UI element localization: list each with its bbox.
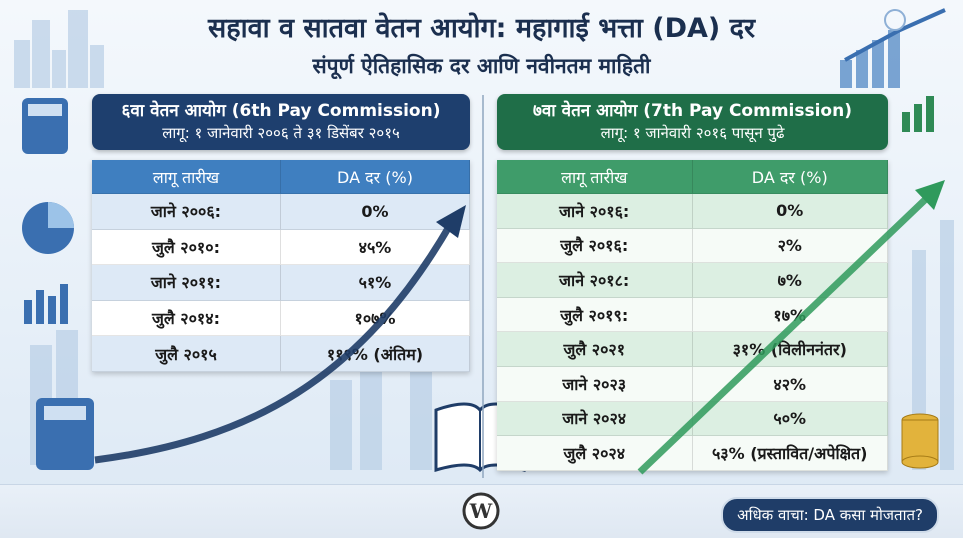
da-table: लागू तारीख DA दर (%) जाने २००६: 0% जुलै २०१०…: [92, 160, 470, 372]
effective-date: जुलै २०१५: [92, 336, 281, 372]
effective-date: जुलै २०१६:: [497, 228, 693, 264]
table-row: जाने २०१८: ७%: [497, 263, 888, 298]
da-rate: १०७%: [281, 300, 470, 337]
effective-date: जाने २०२३: [497, 366, 693, 402]
panel-subtitle: लागू: १ जानेवारी २००६ ते ३१ डिसेंबर २०१५: [162, 124, 400, 142]
effective-date: जुलै २०१४:: [92, 300, 281, 337]
table-header: लागू तारीख DA दर (%): [497, 160, 888, 194]
effective-date: जुलै २०१०:: [92, 229, 281, 266]
effective-date: जुलै २०१९:: [497, 297, 693, 333]
da-rate: ३१% (विलीननंतर): [692, 332, 888, 367]
column-header: लागू तारीख: [497, 160, 693, 194]
panel-title: ७वा वेतन आयोग (7th Pay Commission): [533, 101, 852, 121]
effective-date: जाने २०२४: [497, 401, 693, 437]
effective-date: जाने २०११:: [92, 265, 281, 301]
title: सहावा व सातवा वेतन आयोग: महागाई भत्ता (D…: [208, 13, 755, 44]
da-rate: ७%: [692, 263, 888, 298]
column-header: लागू तारीख: [92, 160, 281, 194]
table-row: जाने २०१६: 0%: [497, 194, 888, 229]
table-row: जुलै २०२१ ३१% (विलीननंतर): [497, 332, 888, 367]
subtitle: संपूर्ण ऐतिहासिक दर आणि नवीनतम माहिती: [312, 54, 651, 78]
da-rate: २%: [692, 228, 888, 264]
table-row: जुलै २०१९: १७%: [497, 297, 888, 333]
effective-date: जुलै २०२१: [497, 332, 693, 367]
da-rate: ११९% (अंतिम): [281, 336, 470, 372]
column-header: DA दर (%): [692, 160, 888, 194]
effective-date: जाने २००६:: [92, 194, 281, 230]
table-header: लागू तारीख DA दर (%): [92, 160, 470, 194]
effective-date: जाने २०१६:: [497, 194, 693, 229]
table-row: जुलै २०१०: ४५%: [92, 229, 470, 266]
da-rate: १७%: [692, 297, 888, 333]
column-header: DA दर (%): [281, 160, 470, 194]
da-rate: 0%: [281, 194, 470, 230]
da-rate: ५१%: [281, 265, 470, 301]
da-rate: ५३% (प्रस्तावित/अपेक्षित): [692, 436, 888, 471]
table-row: जुलै २०२४ ५३% (प्रस्तावित/अपेक्षित): [497, 436, 888, 471]
table-row: जुलै २०१६: २%: [497, 228, 888, 264]
da-rate: 0%: [692, 194, 888, 229]
table-row: जाने २०२४ ५०%: [497, 401, 888, 437]
da-rate: ४५%: [281, 229, 470, 266]
table-row: जाने २०२३ ४२%: [497, 366, 888, 402]
da-rate: ५०%: [692, 401, 888, 437]
svg-text:W: W: [469, 499, 493, 523]
table-row: जाने २००६: 0%: [92, 194, 470, 230]
da-table: लागू तारीख DA दर (%) जाने २०१६: 0% जुलै २०१६…: [497, 160, 888, 471]
table-row: जाने २०११: ५१%: [92, 265, 470, 301]
table-row: जुलै २०१५ ११९% (अंतिम): [92, 336, 470, 372]
panel-header: ७वा वेतन आयोग (7th Pay Commission) लागू: …: [497, 94, 888, 150]
da-rate: ४२%: [692, 366, 888, 402]
effective-date: जाने २०१८:: [497, 263, 693, 298]
panel-subtitle: लागू: १ जानेवारी २०१६ पासून पुढे: [600, 124, 785, 142]
logo: W: [462, 492, 500, 530]
effective-date: जुलै २०२४: [497, 436, 693, 471]
read-more-button[interactable]: अधिक वाचा: DA कसा मोजतात?: [721, 497, 939, 533]
table-row: जुलै २०१४: १०७%: [92, 300, 470, 337]
panel-title: ६वा वेतन आयोग (6th Pay Commission): [121, 101, 441, 121]
panel-header: ६वा वेतन आयोग (6th Pay Commission) लागू: …: [92, 94, 470, 150]
